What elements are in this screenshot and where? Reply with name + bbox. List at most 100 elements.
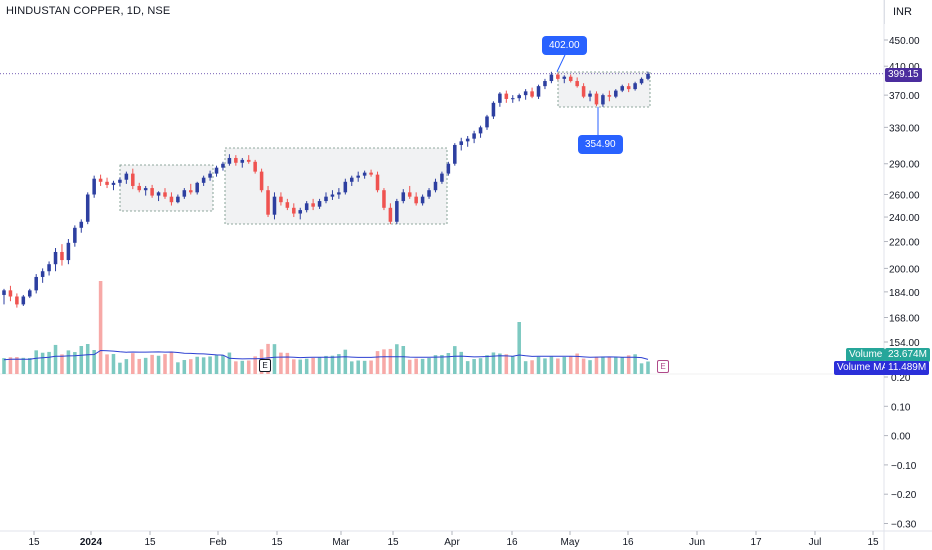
candle-body xyxy=(188,190,193,193)
candle-body xyxy=(639,78,644,84)
volume-bar xyxy=(639,363,644,374)
volume-bar xyxy=(208,356,212,374)
volume-bar xyxy=(124,359,129,374)
time-tick-label: Feb xyxy=(209,537,227,548)
candle-body xyxy=(182,190,187,197)
volume-bar xyxy=(47,351,51,374)
volume-bar xyxy=(188,359,193,374)
candle-body xyxy=(420,196,425,204)
volume-tick-label: 0.20 xyxy=(891,373,911,384)
volume-bar xyxy=(523,361,528,374)
candle-body xyxy=(105,181,109,185)
volume-bar xyxy=(594,356,599,374)
volume-tick-label: 0.00 xyxy=(891,432,911,443)
earnings-flag-icon[interactable]: E xyxy=(657,360,669,373)
candle-body xyxy=(594,93,599,105)
volume-bar xyxy=(382,349,386,374)
candle-body xyxy=(214,167,219,174)
candle-body xyxy=(317,201,322,207)
volume-bar xyxy=(131,353,135,374)
candle-body xyxy=(382,190,386,208)
volume-bar xyxy=(234,361,238,374)
time-tick-label: 15 xyxy=(387,537,399,548)
volume-ma-value-badge: 11.489M xyxy=(885,361,930,375)
candle-body xyxy=(292,207,296,214)
volume-bar xyxy=(498,353,502,374)
candle-body xyxy=(266,190,270,215)
volume-bar xyxy=(253,356,257,374)
volume-bar xyxy=(626,355,631,374)
volume-bar xyxy=(343,349,348,374)
volume-bar xyxy=(395,344,399,374)
time-tick-label: 16 xyxy=(622,537,634,548)
candle-body xyxy=(176,196,180,203)
candle-body xyxy=(433,181,438,191)
volume-bar xyxy=(575,353,579,374)
volume-bar xyxy=(79,346,84,374)
candle-body xyxy=(407,192,412,197)
volume-bar xyxy=(111,353,116,374)
candle-body xyxy=(311,203,315,207)
candle-body xyxy=(156,192,161,196)
candle-body xyxy=(131,173,135,186)
volume-bar xyxy=(433,355,438,374)
volume-bar xyxy=(530,360,534,374)
candle-body xyxy=(8,290,13,297)
volume-bar xyxy=(246,360,251,374)
candle-body xyxy=(446,163,451,174)
volume-bar xyxy=(2,358,6,374)
candle-body xyxy=(536,86,541,97)
low-price-callout: 354.90 xyxy=(578,135,623,154)
candle-body xyxy=(543,81,547,87)
candle-body xyxy=(478,127,483,134)
candle-body xyxy=(575,81,579,87)
candle-body xyxy=(646,73,650,79)
earnings-flag-icon[interactable]: E xyxy=(259,359,271,372)
volume-bar xyxy=(562,356,567,374)
candle-body xyxy=(504,93,509,99)
candle-body xyxy=(349,177,354,182)
time-tick-label: Apr xyxy=(444,537,460,548)
volume-bar xyxy=(601,356,605,374)
candle-body xyxy=(453,144,457,164)
volume-bar xyxy=(317,357,322,374)
volume-bar xyxy=(8,357,13,374)
candle-body xyxy=(66,242,71,261)
candle-body xyxy=(137,185,142,191)
candle-body xyxy=(240,159,245,163)
candle-body xyxy=(556,74,560,79)
high-callout-connector xyxy=(556,54,566,72)
candle-body xyxy=(60,251,64,261)
volume-bar xyxy=(581,358,586,374)
candle-body xyxy=(427,190,431,197)
price-tick-label: 220.00 xyxy=(889,238,920,249)
candle-body xyxy=(85,194,90,222)
volume-bar xyxy=(407,359,412,374)
volume-bar xyxy=(176,362,180,374)
volume-bar xyxy=(646,361,650,374)
volume-tick-label: −0.20 xyxy=(891,490,917,501)
volume-bar xyxy=(324,355,328,374)
volume-bar xyxy=(414,358,418,374)
volume-ma-line xyxy=(3,349,649,361)
volume-bar xyxy=(34,350,38,374)
volume-bar xyxy=(292,359,296,374)
volume-bar xyxy=(285,352,290,374)
candle-body xyxy=(401,192,406,202)
candle-body xyxy=(356,175,360,178)
price-tick-label: 154.00 xyxy=(889,338,920,349)
volume-bar xyxy=(60,354,64,374)
volume-bar xyxy=(40,352,45,374)
volume-bar xyxy=(85,344,90,374)
candle-body xyxy=(414,196,418,204)
price-tick-label: 330.00 xyxy=(889,123,920,134)
volume-bar xyxy=(118,362,122,374)
volume-bar xyxy=(98,281,103,374)
volume-bar xyxy=(272,344,277,374)
volume-bar xyxy=(491,352,496,374)
volume-bar xyxy=(446,353,451,374)
candle-body xyxy=(272,196,277,215)
candle-body xyxy=(259,171,264,191)
price-tick-label: 184.00 xyxy=(889,288,920,299)
